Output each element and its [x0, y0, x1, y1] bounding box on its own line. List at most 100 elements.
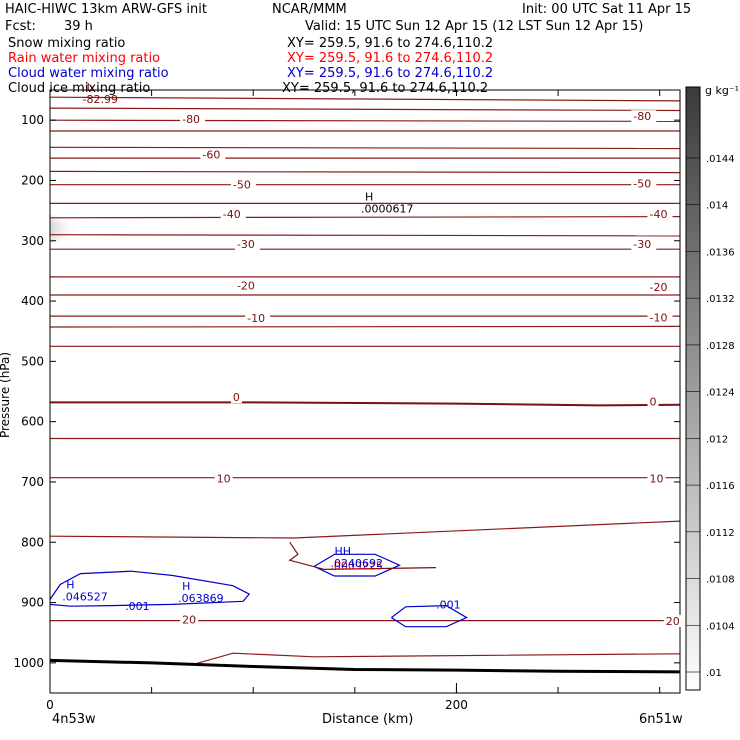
- temperature-label-bg: [230, 391, 242, 404]
- temperature-label: -20: [650, 281, 668, 294]
- temperature-label-bg: [647, 280, 673, 293]
- colorbar-unit: g kg⁻¹: [705, 84, 740, 97]
- extremum-letter: H: [182, 580, 190, 593]
- temperature-contour: [50, 401, 680, 407]
- temperature-label-bg: [631, 237, 657, 250]
- valid-time: Valid: 15 UTC Sun 12 Apr 15 (12 LST Sun …: [305, 19, 644, 34]
- right-end-label: 6n51w: [639, 712, 683, 727]
- temperature-contour: [50, 107, 680, 112]
- extremum-letter: HH: [335, 545, 352, 558]
- colorbar-label: .012: [706, 434, 728, 445]
- y-tick-label: 600: [21, 415, 44, 429]
- temperature-contour: [50, 234, 680, 237]
- extremum-value: .046527: [62, 590, 108, 603]
- temperature-label: -40: [650, 208, 668, 221]
- extremum-value: .063869: [178, 592, 224, 605]
- temperature-label-bg: [234, 237, 260, 250]
- temperature-label: 10: [217, 473, 231, 486]
- field-rain-xy: XY= 259.5, 91.6 to 274.6,110.2: [287, 51, 494, 66]
- temperature-contour: [50, 325, 680, 328]
- temperature-contour: [50, 119, 680, 123]
- cloud-water-contour: [391, 604, 468, 628]
- y-tick-label: 900: [21, 596, 44, 610]
- contour-value-label: .0009225: [330, 559, 383, 572]
- forecast-label: Fcst:: [5, 19, 36, 34]
- temperature-label: 20: [666, 615, 680, 628]
- temperature-label: -60: [202, 149, 220, 162]
- colorbar-label: .0112: [706, 528, 735, 539]
- forecast-hour: 39 h: [64, 19, 93, 34]
- colorbar-label: .0104: [706, 621, 735, 632]
- colorbar: [685, 86, 701, 691]
- temperature-label-bg: [180, 613, 199, 626]
- temperature-label-bg: [180, 113, 206, 126]
- y-tick-label: 300: [21, 234, 44, 248]
- temperature-label: -50: [633, 178, 651, 191]
- colorbar-label: .0116: [706, 481, 735, 492]
- temperature-label: 0: [233, 391, 240, 404]
- contour-value-label: .001: [125, 600, 149, 613]
- field-rain-name: Rain water mixing ratio: [8, 51, 161, 66]
- contour-value-label: .001: [436, 599, 461, 612]
- field-snow-xy: XY= 259.5, 91.6 to 274.6,110.2: [287, 36, 494, 51]
- extremum-letter: H: [66, 578, 74, 591]
- x-tick-label: 200: [445, 698, 468, 712]
- field-snow-name: Snow mixing ratio: [8, 36, 126, 51]
- y-tick-label: 100: [21, 113, 44, 127]
- colorbar-label: .014: [706, 201, 728, 212]
- y-tick-label: 800: [21, 535, 44, 549]
- temperature-label: -80: [633, 110, 651, 123]
- temperature-label: -20: [237, 280, 255, 293]
- init-time: Init: 00 UTC Sat 11 Apr 15: [522, 2, 692, 17]
- temperature-label-bg: [234, 279, 260, 292]
- temperature-label-bg: [200, 148, 226, 161]
- temperature-label: 0: [650, 395, 657, 408]
- y-tick-label: 700: [21, 475, 44, 489]
- field-cloudwater-name: Cloud water mixing ratio: [8, 66, 169, 81]
- temperature-contour: [192, 652, 680, 666]
- temperature-label: -40: [223, 208, 241, 221]
- temperature-label: -10: [650, 312, 668, 325]
- left-end-label: 4n53w: [52, 712, 96, 727]
- extremum-letter: H: [365, 191, 373, 204]
- colorbar-label: .0108: [706, 575, 735, 586]
- colorbar-label: .01: [706, 668, 722, 679]
- temperature-contour: [50, 170, 680, 174]
- temperature-label: -10: [247, 312, 265, 325]
- cloud-water-contour: [313, 553, 401, 577]
- extremum-value: .0000617: [361, 203, 414, 216]
- colorbar-label: .0136: [706, 247, 735, 258]
- y-tick-label: 500: [21, 354, 44, 368]
- temperature-label: 10: [650, 473, 664, 486]
- org-label: NCAR/MMM: [272, 2, 347, 17]
- temperature-contour: [50, 96, 680, 102]
- temperature-label: 20: [182, 614, 196, 627]
- extremum-value: -82.99: [83, 93, 118, 106]
- temperature-label: -50: [233, 178, 251, 191]
- y-axis-label: Pressure (hPa): [0, 351, 13, 439]
- field-cloudwater-xy: XY= 259.5, 91.6 to 274.6,110.2: [287, 66, 494, 81]
- y-tick-label: 1000: [13, 656, 44, 670]
- extremum-letter: L: [87, 81, 94, 94]
- temperature-label-bg: [647, 472, 666, 485]
- colorbar-label: .0144: [706, 154, 735, 165]
- surface-pressure-line: [50, 658, 680, 674]
- colorbar-label: .0132: [706, 294, 735, 305]
- field-cloudice-name: Cloud ice mixing ratio: [8, 81, 151, 96]
- temperature-label-bg: [220, 207, 246, 220]
- temperature-label-bg: [214, 472, 233, 485]
- extremum-value: .0240692: [331, 557, 384, 570]
- colorbar-label: .0124: [706, 388, 735, 399]
- temperature-label-bg: [647, 395, 659, 408]
- temperature-label-bg: [663, 614, 682, 627]
- colorbar-label: .0128: [706, 341, 735, 352]
- temperature-label: -80: [182, 113, 200, 126]
- temperature-contour: [50, 146, 680, 150]
- temperature-label-bg: [647, 207, 673, 220]
- temperature-label-bg: [631, 177, 657, 190]
- y-tick-label: 200: [21, 173, 44, 187]
- temperature-contour: [50, 520, 680, 539]
- x-axis-label: Distance (km): [322, 712, 414, 727]
- temperature-label-bg: [230, 178, 256, 191]
